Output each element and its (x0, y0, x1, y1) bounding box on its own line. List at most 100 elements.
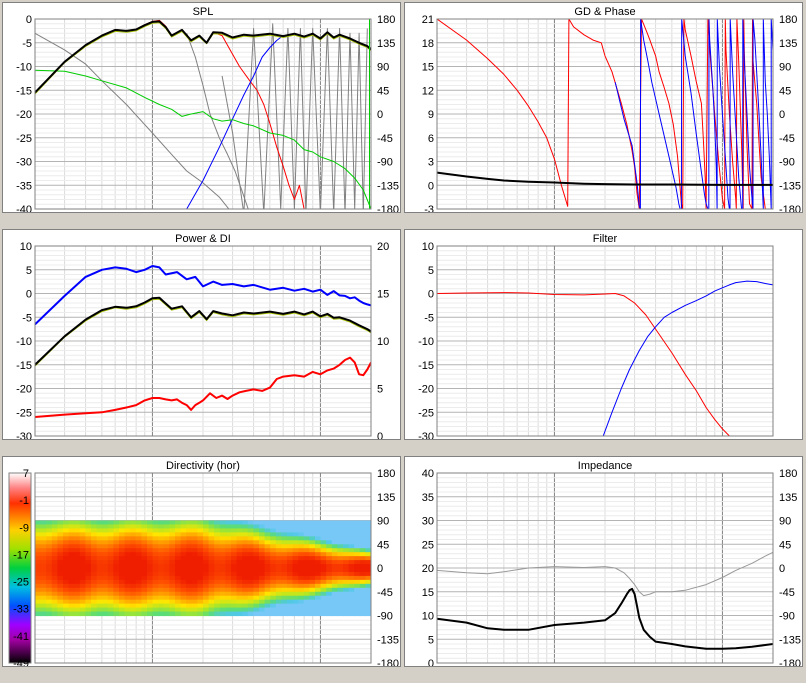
y-tick-label: 0 (428, 658, 434, 666)
heatmap-cell (236, 599, 243, 605)
heatmap-cell (225, 599, 232, 605)
heatmap-cell (264, 571, 271, 577)
y2-tick-label: 180 (377, 14, 395, 26)
heatmap-cell (326, 579, 333, 585)
heatmap-cell (287, 564, 294, 569)
heatmap-cell (225, 548, 232, 553)
heatmap-cell (203, 591, 210, 597)
series-line (35, 69, 371, 209)
heatmap-cell (79, 595, 86, 601)
heatmap-cell (259, 556, 266, 561)
heatmap-cell (46, 560, 53, 565)
heatmap-cell (163, 524, 170, 530)
heatmap-cell (275, 560, 282, 565)
heatmap-cell (63, 524, 70, 530)
heatmap-cell (298, 603, 305, 609)
heatmap-cell (259, 568, 266, 573)
heatmap-cell (309, 536, 316, 541)
heatmap-cell (79, 607, 86, 613)
heatmap-cell (135, 532, 142, 537)
heatmap-cell (197, 544, 204, 549)
heatmap-cell (354, 591, 361, 597)
heatmap-cell (247, 560, 254, 565)
y2-tick-label: -90 (377, 611, 393, 623)
heatmap-cell (113, 532, 120, 537)
heatmap-cell (180, 520, 187, 526)
heatmap-cell (169, 603, 176, 609)
series-group (437, 280, 773, 436)
heatmap-cell (35, 595, 42, 601)
heatmap-cell (348, 536, 355, 541)
heatmap-cell (292, 532, 299, 537)
heatmap-cell (180, 568, 187, 573)
heatmap-cell (147, 583, 154, 589)
heatmap-cell (107, 556, 114, 561)
heatmap-cell (152, 556, 159, 561)
heatmap-cell (152, 560, 159, 565)
heatmap-cell (326, 544, 333, 549)
heatmap-cell (270, 595, 277, 601)
heatmap-cell (214, 603, 221, 609)
heatmap-cell (225, 571, 232, 577)
heatmap-cell (175, 591, 182, 597)
heatmap-cell (51, 564, 58, 569)
heatmap-cell (348, 599, 355, 605)
heatmap-cell (219, 571, 226, 577)
heatmap-cell (96, 524, 103, 530)
heatmap-cell (203, 536, 210, 541)
heatmap-cell (315, 552, 322, 557)
heatmap-cell (113, 528, 120, 533)
heatmap-cell (320, 595, 327, 601)
heatmap-cell (354, 571, 361, 577)
heatmap-cell (225, 583, 232, 589)
heatmap-cell (96, 528, 103, 533)
heatmap-cell (348, 591, 355, 597)
heatmap-cell (175, 575, 182, 581)
heatmap-cell (102, 556, 109, 561)
heatmap-cell (281, 524, 288, 530)
heatmap-cell (219, 583, 226, 589)
heatmap-cell (309, 595, 316, 601)
heatmap-cell (292, 552, 299, 557)
heatmap-cell (35, 548, 42, 553)
heatmap-cell (343, 591, 350, 597)
heatmap-cell (253, 528, 260, 533)
heatmap-cell (281, 536, 288, 541)
heatmap-cell (152, 544, 159, 549)
heatmap-cell (79, 575, 86, 581)
colorbar-tick-label: 7 (23, 468, 29, 480)
heatmap-cell (253, 532, 260, 537)
heatmap-cell (74, 552, 81, 557)
heatmap-cell (180, 611, 187, 617)
heatmap-cell (214, 571, 221, 577)
heatmap-cell (236, 564, 243, 569)
series-line (35, 32, 230, 209)
heatmap-cell (63, 591, 70, 597)
heatmap-cell (326, 556, 333, 561)
heatmap-cell (337, 575, 344, 581)
heatmap-cell (35, 520, 42, 526)
heatmap-cell (74, 611, 81, 617)
heatmap-cell (135, 575, 142, 581)
heatmap-cell (287, 544, 294, 549)
heatmap-cell (203, 544, 210, 549)
heatmap-cell (169, 560, 176, 565)
heatmap-cell (51, 528, 58, 533)
heatmap-cell (147, 607, 154, 613)
heatmap-cell (35, 587, 42, 593)
heatmap-cell (309, 548, 316, 553)
heatmap-cell (231, 568, 238, 573)
heatmap-cell (119, 564, 126, 569)
heatmap-cell (163, 603, 170, 609)
heatmap-cell (57, 532, 64, 537)
heatmap-cell (35, 583, 42, 589)
heatmap-cell (337, 560, 344, 565)
heatmap-cell (135, 556, 142, 561)
heatmap-cell (203, 548, 210, 553)
heatmap-cell (135, 595, 142, 601)
heatmap-cell (96, 591, 103, 597)
heatmap-cell (96, 587, 103, 593)
y-tick-label: 15 (422, 62, 434, 74)
heatmap-cell (348, 524, 355, 530)
heatmap-cell (141, 575, 148, 581)
